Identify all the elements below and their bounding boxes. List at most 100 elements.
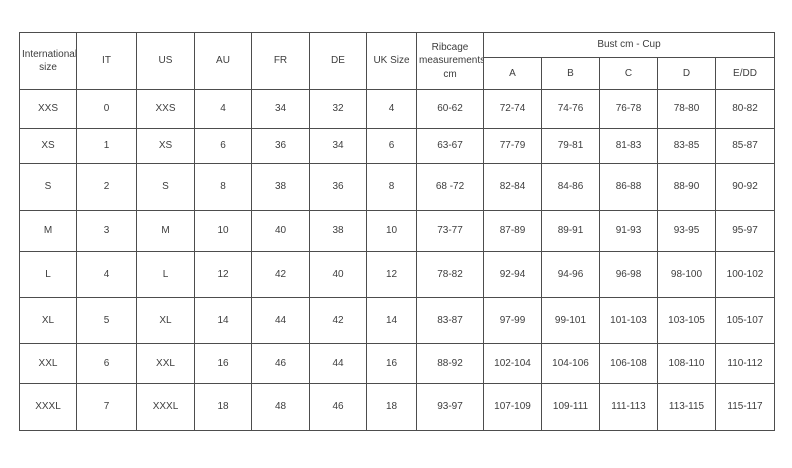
cell: 44 xyxy=(251,297,310,344)
header-bust-cup-group: Bust cm - Cup xyxy=(483,32,775,58)
header-de: DE xyxy=(309,32,367,90)
cell: 74-76 xyxy=(541,89,600,129)
header-us: US xyxy=(136,32,195,90)
cell: 36 xyxy=(309,163,367,211)
cell: 101-103 xyxy=(599,297,658,344)
cell: 0 xyxy=(76,89,137,129)
header-cup-b: B xyxy=(541,57,600,90)
table-row-m: M 3 M 10 40 38 10 73-77 87-89 89-91 91-9… xyxy=(19,210,775,252)
cell: 108-110 xyxy=(657,343,716,384)
cell: 38 xyxy=(251,163,310,211)
cell: 109-111 xyxy=(541,383,600,431)
cell: 48 xyxy=(251,383,310,431)
cell: 6 xyxy=(194,128,252,164)
cell: 77-79 xyxy=(483,128,542,164)
cell: XXL xyxy=(136,343,195,384)
cell: 93-95 xyxy=(657,210,716,252)
cell: 91-93 xyxy=(599,210,658,252)
cell: 89-91 xyxy=(541,210,600,252)
cell: L xyxy=(19,251,77,298)
cell: 86-88 xyxy=(599,163,658,211)
cell: 16 xyxy=(366,343,417,384)
table-row-xxxl: XXXL 7 XXXL 18 48 46 18 93-97 107-109 10… xyxy=(19,383,775,431)
header-international-size: International size xyxy=(19,32,77,90)
cell: 4 xyxy=(194,89,252,129)
table-row-xxs: XXS 0 XXS 4 34 32 4 60-62 72-74 74-76 76… xyxy=(19,89,775,129)
header-uk-size: UK Size xyxy=(366,32,417,90)
cell: XXS xyxy=(19,89,77,129)
cell: 103-105 xyxy=(657,297,716,344)
cell: 42 xyxy=(251,251,310,298)
header-cup-c: C xyxy=(599,57,658,90)
cell: 78-82 xyxy=(416,251,484,298)
header-cup-a: A xyxy=(483,57,542,90)
header-row-cups: A B C D E/DD xyxy=(20,57,775,90)
cell: 96-98 xyxy=(599,251,658,298)
cell: 90-92 xyxy=(715,163,775,211)
cell: 111-113 xyxy=(599,383,658,431)
cell: 7 xyxy=(76,383,137,431)
cell: S xyxy=(19,163,77,211)
cell: 104-106 xyxy=(541,343,600,384)
cell: 76-78 xyxy=(599,89,658,129)
cell: 44 xyxy=(309,343,367,384)
cell: 88-92 xyxy=(416,343,484,384)
cell: 42 xyxy=(309,297,367,344)
cell: 92-94 xyxy=(483,251,542,298)
cell: 93-97 xyxy=(416,383,484,431)
cell: 85-87 xyxy=(715,128,775,164)
cell: XXL xyxy=(19,343,77,384)
cell: XL xyxy=(19,297,77,344)
cell: 1 xyxy=(76,128,137,164)
cell: 18 xyxy=(366,383,417,431)
cell: 97-99 xyxy=(483,297,542,344)
cell: XXS xyxy=(136,89,195,129)
cell: 94-96 xyxy=(541,251,600,298)
cell: 34 xyxy=(251,89,310,129)
cell: 60-62 xyxy=(416,89,484,129)
cell: 12 xyxy=(366,251,417,298)
cell: 6 xyxy=(366,128,417,164)
cell: 8 xyxy=(366,163,417,211)
cell: 115-117 xyxy=(715,383,775,431)
cell: 98-100 xyxy=(657,251,716,298)
header-cup-d: D xyxy=(657,57,716,90)
header-cup-edd: E/DD xyxy=(715,57,775,90)
header-ribcage-measurements: Ribcage measurements cm xyxy=(416,32,484,90)
cell: 106-108 xyxy=(599,343,658,384)
cell: XS xyxy=(136,128,195,164)
cell: 34 xyxy=(309,128,367,164)
cell: 82-84 xyxy=(483,163,542,211)
header-fr: FR xyxy=(251,32,310,90)
table-row-xs: XS 1 XS 6 36 34 6 63-67 77-79 79-81 81-8… xyxy=(19,128,775,164)
cell: 63-67 xyxy=(416,128,484,164)
cell: 6 xyxy=(76,343,137,384)
cell: 105-107 xyxy=(715,297,775,344)
cell: 40 xyxy=(309,251,367,298)
cell: 32 xyxy=(309,89,367,129)
cell: 113-115 xyxy=(657,383,716,431)
size-conversion-table: International size IT US AU FR DE UK Siz… xyxy=(19,32,775,431)
cell: 40 xyxy=(251,210,310,252)
cell: XS xyxy=(19,128,77,164)
cell: 84-86 xyxy=(541,163,600,211)
cell: 73-77 xyxy=(416,210,484,252)
cell: 72-74 xyxy=(483,89,542,129)
cell: 80-82 xyxy=(715,89,775,129)
cell: 68 -72 xyxy=(416,163,484,211)
cell: 110-112 xyxy=(715,343,775,384)
cell: 14 xyxy=(366,297,417,344)
cell: L xyxy=(136,251,195,298)
cell: 88-90 xyxy=(657,163,716,211)
cell: M xyxy=(19,210,77,252)
cell: XL xyxy=(136,297,195,344)
cell: 12 xyxy=(194,251,252,298)
header-it: IT xyxy=(76,32,137,90)
cell: 38 xyxy=(309,210,367,252)
table-row-l: L 4 L 12 42 40 12 78-82 92-94 94-96 96-9… xyxy=(19,251,775,298)
cell: XXXL xyxy=(136,383,195,431)
cell: 107-109 xyxy=(483,383,542,431)
cell: 36 xyxy=(251,128,310,164)
cell: 79-81 xyxy=(541,128,600,164)
